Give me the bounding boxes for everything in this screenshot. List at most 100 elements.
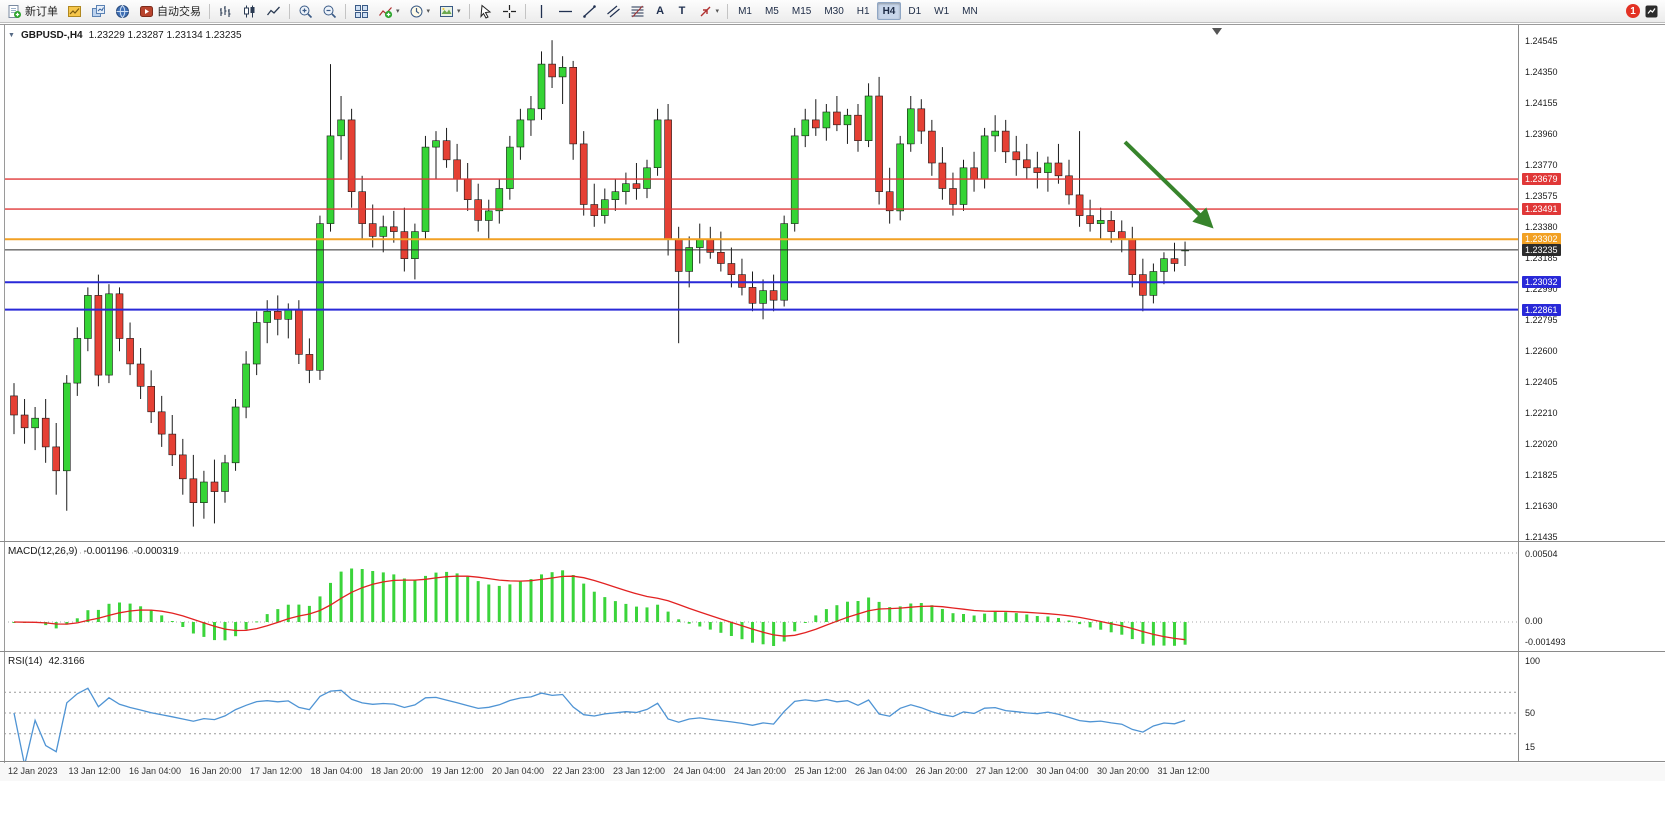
text-label-button[interactable]: T <box>672 2 693 21</box>
price-axis: 1.24545 1.24350 1.24155 1.23960 1.23770 1.235… <box>1519 25 1665 781</box>
macd-signal-value: -0.000319 <box>133 546 179 557</box>
rsi-panel[interactable] <box>4 653 1519 761</box>
time-tick-label: 19 Jan 12:00 <box>431 766 484 776</box>
bar-chart-button[interactable] <box>214 2 237 21</box>
arrows-button[interactable]: ▾ <box>694 2 724 21</box>
app-window-icon[interactable] <box>1644 4 1659 19</box>
periods-icon <box>410 5 423 17</box>
timeframe-m30-button[interactable]: M30 <box>818 2 849 20</box>
bar-chart-icon <box>220 5 231 17</box>
toolbar-right-group: 1 <box>1626 4 1662 19</box>
new-order-button[interactable]: 新订单 <box>3 2 62 21</box>
zoom-in-button[interactable] <box>294 2 317 21</box>
zoom-out-icon <box>323 5 337 18</box>
toolbar-separator <box>524 3 526 19</box>
price-tick-label: 1.22600 <box>1525 346 1558 356</box>
timeframe-mn-button[interactable]: MN <box>956 2 984 20</box>
candlestick-chart-icon <box>244 5 255 17</box>
level-price-tag: 1.23032 <box>1522 276 1561 288</box>
market-watch-icon <box>116 4 129 18</box>
indicators-icon <box>379 6 393 18</box>
chart-title: ▼ GBPUSD-,H4 1.23229 1.23287 1.23134 1.2… <box>8 30 242 41</box>
vertical-line-button[interactable] <box>530 2 553 21</box>
price-tick-label: 1.24155 <box>1525 98 1558 108</box>
rsi-axis-label: 100 <box>1525 656 1541 666</box>
rsi-axis-label: 50 <box>1525 708 1536 718</box>
line-chart-button[interactable] <box>262 2 285 21</box>
zoom-out-button[interactable] <box>318 2 341 21</box>
price-tick-label: 1.23185 <box>1525 253 1558 263</box>
templates-button[interactable]: ▾ <box>435 2 465 21</box>
current-price-tag: 1.23235 <box>1522 244 1561 256</box>
macd-axis-label: 0.00504 <box>1525 549 1558 559</box>
rsi-value: 42.3166 <box>48 656 85 667</box>
time-tick-label: 22 Jan 23:00 <box>552 766 605 776</box>
collapse-panel-icon[interactable]: ▼ <box>8 32 15 39</box>
panel-separator[interactable] <box>0 541 1665 542</box>
time-tick-label: 23 Jan 12:00 <box>613 766 666 776</box>
channel-button[interactable] <box>602 2 625 21</box>
new-chart-button[interactable] <box>63 2 86 21</box>
profiles-button[interactable] <box>87 2 110 21</box>
macd-main-value: -0.001196 <box>83 546 128 557</box>
level-price-tag: 1.23491 <box>1522 203 1561 215</box>
time-tick-label: 13 Jan 12:00 <box>68 766 121 776</box>
dropdown-caret-icon: ▾ <box>457 7 461 15</box>
dropdown-caret-icon: ▾ <box>426 7 431 15</box>
timeframe-h1-button[interactable]: H1 <box>851 2 876 20</box>
macd-panel[interactable] <box>4 543 1519 651</box>
price-tick-label: 1.23960 <box>1525 129 1558 139</box>
toolbar-separator <box>345 3 346 19</box>
text-button[interactable]: A <box>650 2 671 21</box>
timeframe-w1-button[interactable]: W1 <box>928 2 955 20</box>
dropdown-caret-icon: ▾ <box>396 7 400 15</box>
vertical-line-icon <box>540 4 542 18</box>
candlestick-chart-button[interactable] <box>238 2 261 21</box>
time-tick-label: 25 Jan 12:00 <box>794 766 847 776</box>
timeframe-h4-button[interactable]: H4 <box>876 2 902 20</box>
price-tick-label: 1.21825 <box>1525 470 1558 480</box>
timeframe-m15-button[interactable]: M15 <box>786 2 817 20</box>
price-chart[interactable] <box>4 25 1519 541</box>
price-tick-label: 1.21435 <box>1525 532 1558 542</box>
panel-separator[interactable] <box>0 651 1665 652</box>
timeframe-d1-button[interactable]: D1 <box>902 2 927 20</box>
crosshair-button[interactable] <box>498 2 521 21</box>
price-tick-label: 1.22795 <box>1525 315 1558 325</box>
toolbar-separator <box>468 3 470 19</box>
new-order-label: 新订单 <box>25 6 58 18</box>
fibonacci-button[interactable] <box>626 2 649 21</box>
time-tick-label: 18 Jan 04:00 <box>310 766 363 776</box>
panel-separator <box>0 761 1665 762</box>
time-tick-label: 26 Jan 20:00 <box>915 766 968 776</box>
time-tick-label: 16 Jan 04:00 <box>129 766 182 776</box>
notification-badge[interactable]: 1 <box>1626 4 1640 18</box>
time-tick-label: 16 Jan 20:00 <box>189 766 242 776</box>
horizontal-line-button[interactable] <box>554 2 577 21</box>
periods-button[interactable]: ▾ <box>405 2 435 21</box>
tile-windows-button[interactable] <box>350 2 373 21</box>
text-tool-icon: A <box>656 5 665 17</box>
templates-icon <box>440 5 454 17</box>
price-tick-label: 1.22990 <box>1525 284 1558 294</box>
arrows-tool-icon <box>700 6 711 16</box>
time-tick-label: 18 Jan 20:00 <box>371 766 424 776</box>
market-watch-button[interactable] <box>111 2 134 21</box>
price-tick-label: 1.22020 <box>1525 439 1558 449</box>
symbol-period-label: GBPUSD-,H4 <box>20 30 83 41</box>
indicators-button[interactable]: ▾ <box>374 2 404 21</box>
rsi-name: RSI(14) <box>8 656 43 667</box>
time-tick-label: 12 Jan 2023 <box>8 766 58 776</box>
price-tick-label: 1.22210 <box>1525 408 1558 418</box>
timeframe-m1-button[interactable]: M1 <box>732 2 758 20</box>
cursor-button[interactable] <box>474 2 497 21</box>
time-tick-label: 26 Jan 04:00 <box>855 766 908 776</box>
time-tick-label: 24 Jan 20:00 <box>734 766 787 776</box>
time-tick-label: 17 Jan 12:00 <box>250 766 303 776</box>
zoom-in-icon <box>299 5 313 18</box>
trendline-button[interactable] <box>578 2 601 21</box>
autotrading-button[interactable]: 自动交易 <box>135 2 205 21</box>
timeframe-m5-button[interactable]: M5 <box>759 2 785 20</box>
level-price-tag: 1.22861 <box>1522 304 1561 316</box>
